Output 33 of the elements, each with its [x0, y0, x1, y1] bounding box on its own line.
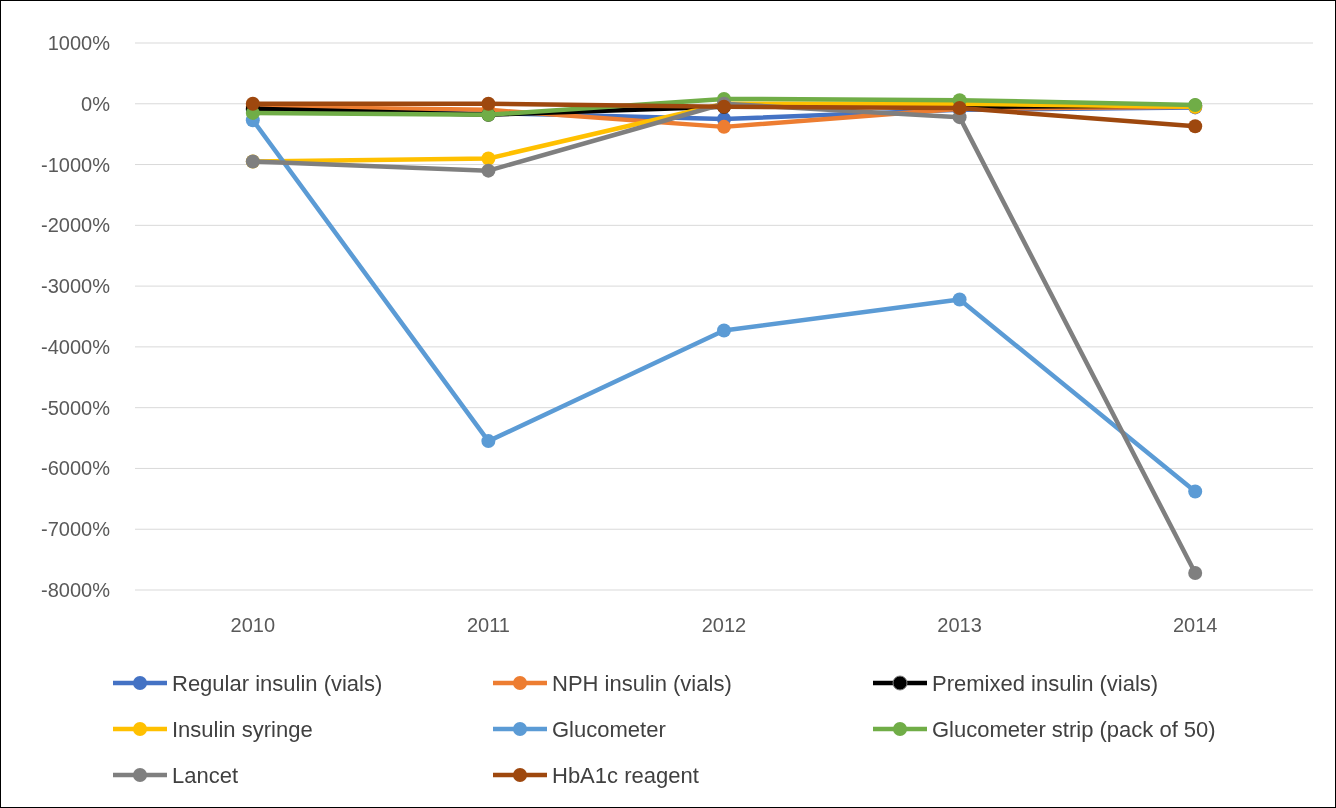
legend-label: Premixed insulin (vials)	[932, 670, 1159, 696]
point	[717, 119, 731, 134]
y-tick-label: -5000%	[41, 396, 111, 419]
x-tick-label: 2013	[937, 614, 982, 636]
legend-label: Regular insulin (vials)	[172, 670, 383, 696]
legend-label: Lancet	[172, 762, 239, 788]
point	[1188, 119, 1203, 134]
y-tick-label: 0%	[81, 92, 111, 115]
legend-label: HbA1c reagent	[552, 762, 699, 788]
legend-label: Glucometer strip (pack of 50)	[932, 716, 1216, 742]
y-tick-label: -4000%	[41, 335, 111, 358]
point	[481, 163, 496, 178]
x-tick-label: 2012	[701, 614, 747, 636]
y-tick-label: -6000%	[41, 457, 111, 480]
y-tick-label: -2000%	[41, 214, 111, 237]
y-tick-label: -1000%	[41, 153, 111, 176]
x-tick-label: 2010	[230, 614, 276, 636]
point	[717, 323, 731, 338]
point	[1188, 565, 1203, 580]
x-tick-label: 2011	[466, 614, 510, 636]
legend-label: NPH insulin (vials)	[552, 670, 732, 696]
point	[481, 434, 496, 449]
point	[952, 292, 967, 307]
point	[1188, 484, 1203, 499]
legend-label: Insulin syringe	[172, 716, 313, 742]
x-tick-label: 2014	[1172, 614, 1218, 636]
point	[481, 151, 496, 166]
y-tick-label: -7000%	[41, 518, 111, 541]
y-tick-label: -3000%	[41, 275, 111, 298]
legend-label: Glucometer	[552, 716, 666, 742]
point	[481, 96, 496, 111]
y-tick-label: -8000%	[41, 579, 111, 601]
y-tick-label: 1000%	[47, 32, 111, 54]
